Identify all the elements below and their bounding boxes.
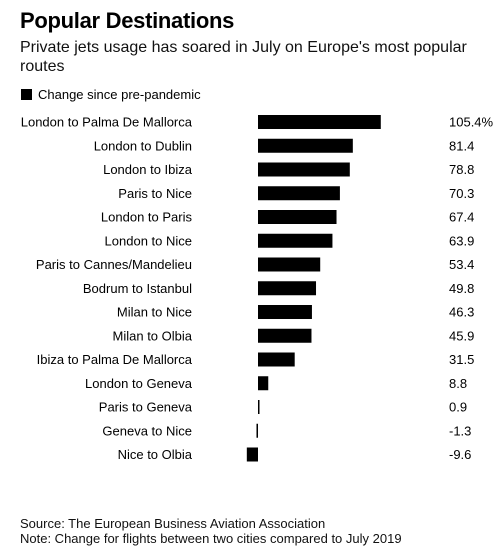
legend-swatch bbox=[21, 89, 32, 100]
value-label: 49.8 bbox=[449, 281, 474, 296]
category-label: London to Geneva bbox=[85, 376, 193, 391]
category-label: Paris to Geneva bbox=[99, 400, 193, 415]
value-label: 0.9 bbox=[449, 400, 467, 415]
category-label: Milan to Nice bbox=[117, 305, 192, 320]
bar bbox=[258, 162, 350, 177]
category-label: Paris to Cannes/Mandelieu bbox=[36, 257, 192, 272]
bar bbox=[258, 186, 340, 201]
bar-chart: London to Palma De Mallorca 105.4% London … bbox=[21, 115, 494, 463]
value-label: -9.6 bbox=[449, 447, 471, 462]
bar bbox=[258, 400, 260, 414]
footer: Source: The European Business Aviation A… bbox=[20, 516, 402, 546]
category-label: Milan to Olbia bbox=[113, 328, 193, 343]
bar bbox=[246, 447, 258, 462]
bar bbox=[258, 352, 295, 367]
bar bbox=[258, 210, 337, 224]
bar bbox=[258, 138, 353, 153]
value-label: 78.8 bbox=[449, 162, 474, 177]
value-label: 63.9 bbox=[449, 233, 474, 248]
value-label: 81.4 bbox=[449, 138, 474, 153]
value-label: 105.4% bbox=[449, 115, 494, 130]
value-label: 31.5 bbox=[449, 352, 474, 367]
value-label: 53.4 bbox=[449, 257, 474, 272]
bar bbox=[256, 423, 258, 438]
category-label: London to Paris bbox=[101, 210, 193, 225]
footnote: Note: Change for flights between two cit… bbox=[20, 531, 402, 546]
category-label: Geneva to Nice bbox=[102, 423, 192, 438]
legend: Change since pre-pandemic bbox=[21, 87, 201, 102]
category-label: London to Dublin bbox=[94, 138, 192, 153]
bar bbox=[258, 305, 312, 319]
bar bbox=[258, 328, 312, 343]
value-label: 67.4 bbox=[449, 210, 474, 225]
bar bbox=[258, 376, 269, 391]
bar bbox=[258, 115, 381, 129]
chart-subtitle: Private jets usage has soared in July on… bbox=[20, 39, 467, 75]
chart-title: Popular Destinations bbox=[20, 8, 235, 33]
value-label: 8.8 bbox=[449, 376, 467, 391]
value-label: -1.3 bbox=[449, 423, 471, 438]
legend-label: Change since pre-pandemic bbox=[38, 87, 201, 102]
category-label: London to Palma De Mallorca bbox=[21, 115, 193, 130]
bar bbox=[258, 233, 333, 248]
source-note: Source: The European Business Aviation A… bbox=[20, 516, 326, 531]
category-label: Paris to Nice bbox=[118, 186, 192, 201]
value-label: 45.9 bbox=[449, 328, 474, 343]
bar bbox=[258, 257, 321, 272]
category-label: London to Nice bbox=[105, 233, 192, 248]
category-label: Ibiza to Palma De Mallorca bbox=[37, 352, 193, 367]
category-label: Nice to Olbia bbox=[118, 447, 193, 462]
value-label: 70.3 bbox=[449, 186, 474, 201]
category-label: Bodrum to Istanbul bbox=[83, 281, 192, 296]
bar bbox=[258, 281, 317, 296]
category-label: London to Ibiza bbox=[103, 162, 193, 177]
value-label: 46.3 bbox=[449, 305, 474, 320]
